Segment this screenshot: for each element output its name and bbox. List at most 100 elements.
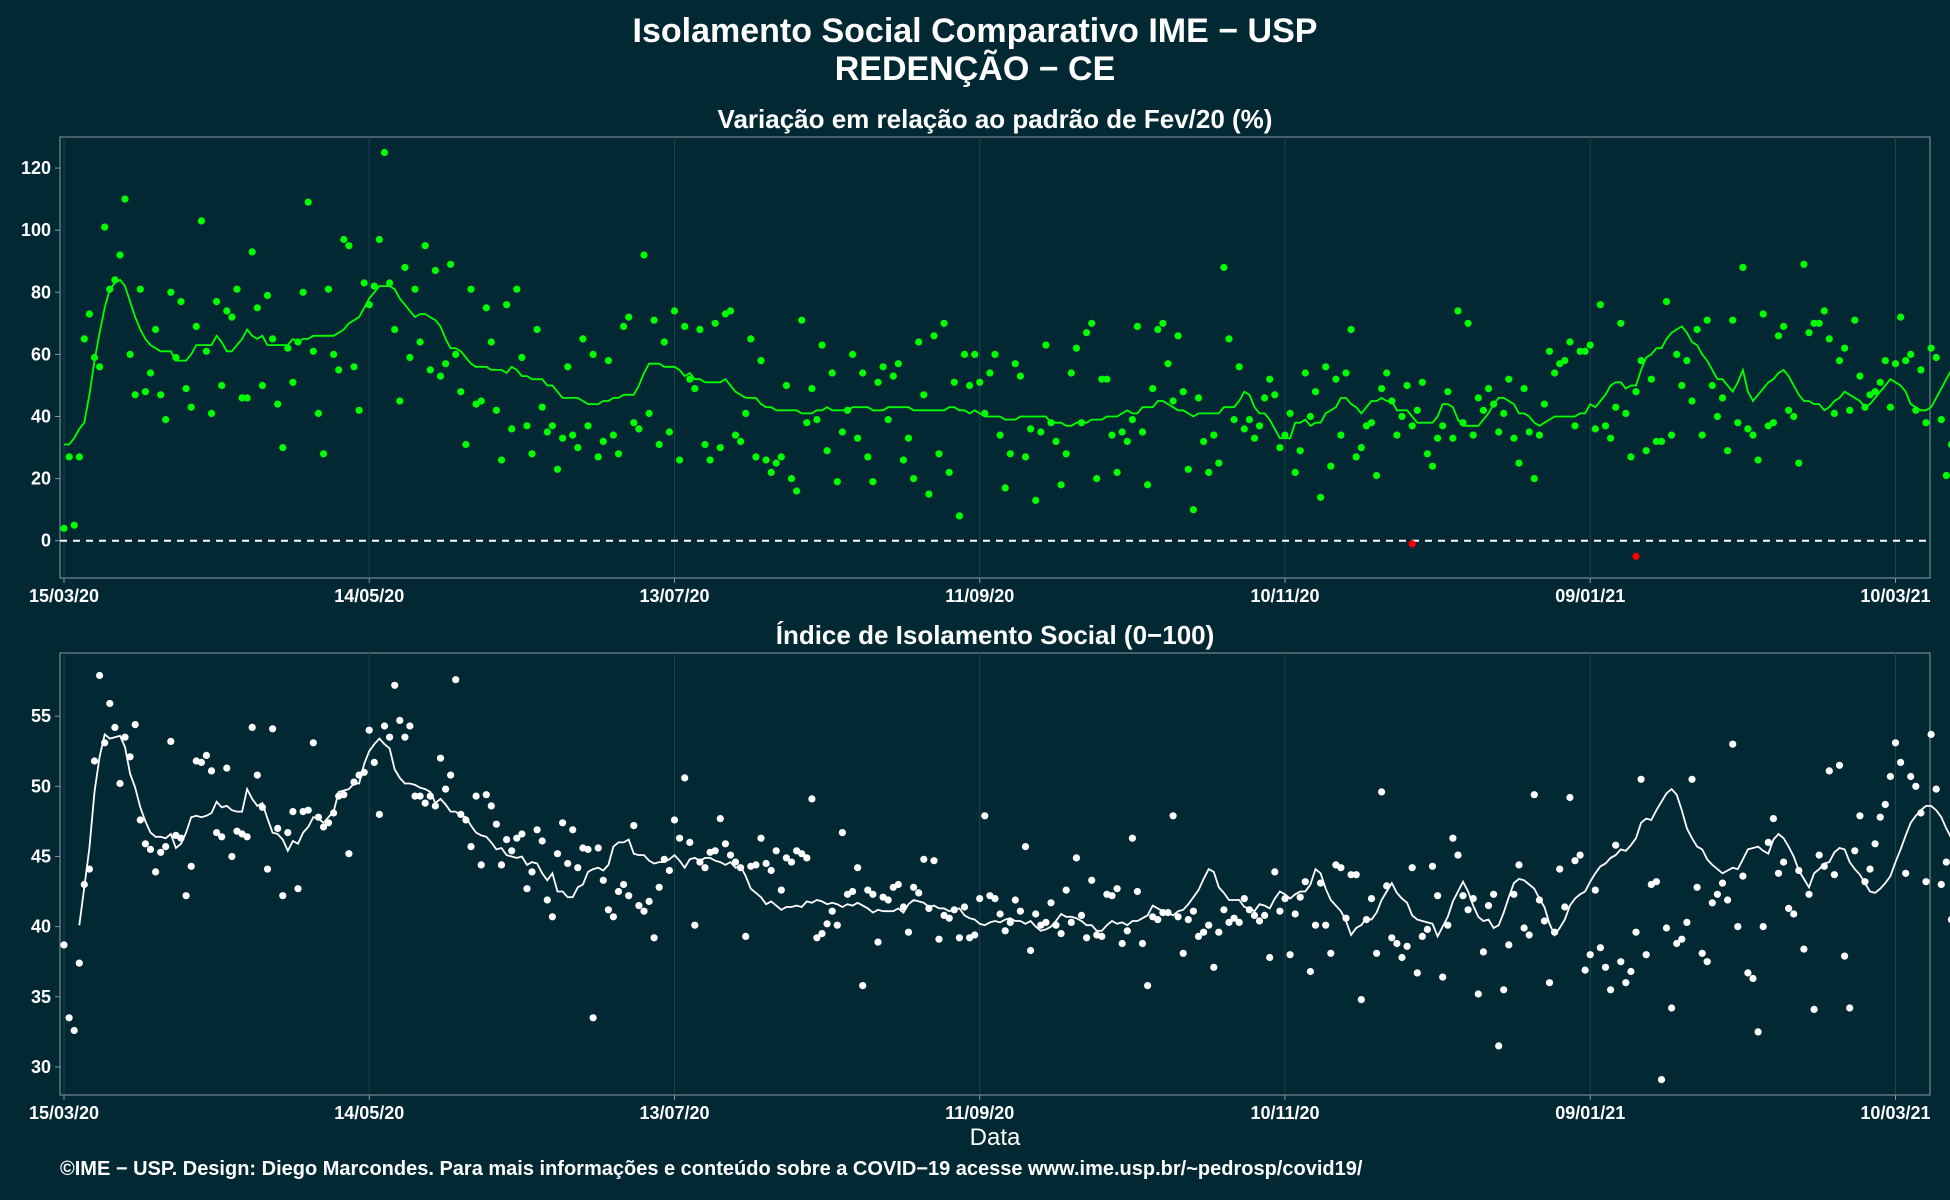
data-point [874,938,882,946]
data-point [1652,878,1660,886]
data-point [1581,966,1589,974]
data-point [864,886,872,894]
data-point [294,338,302,346]
data-point [935,450,943,458]
data-point [823,920,831,928]
data-point [1545,347,1554,355]
data-point [1367,895,1376,903]
data-point [1947,916,1950,923]
data-point [370,758,378,767]
data-point [1240,895,1248,903]
data-point [706,456,714,464]
data-point [599,437,607,445]
data-point [696,858,704,866]
data-point [146,369,155,377]
data-point [375,810,383,819]
data-point [1388,397,1396,405]
data-point [915,338,923,346]
data-point [274,400,282,408]
data-point [1495,1042,1503,1050]
data-point [1815,319,1823,327]
data-point [1225,918,1233,927]
data-point [1327,462,1335,470]
data-point [1113,885,1121,893]
data-point [1271,391,1279,399]
data-point [1118,939,1126,948]
data-point [279,444,287,452]
data-point [85,865,93,873]
data-point [513,285,521,293]
data-point [1306,412,1314,421]
data-point [884,416,892,424]
data-point [1230,416,1238,424]
y-tick-label: 50 [31,776,51,796]
data-point [1642,447,1650,455]
data-point [386,733,394,741]
data-point [1474,394,1482,402]
data-point [1408,422,1416,430]
data-point [604,357,613,365]
data-point [1942,471,1950,480]
data-point [391,325,399,334]
data-point [482,791,490,799]
data-point [1856,372,1864,380]
data-point [487,338,495,346]
data-point [503,301,511,309]
data-point [263,291,272,299]
data-point [752,453,760,461]
data-point [187,403,195,411]
data-point [1276,444,1284,452]
data-point [650,316,658,324]
data-point [1795,866,1803,875]
data-point [1561,357,1569,365]
data-point [1825,767,1833,775]
footer-caption: ©IME − USP. Design: Diego Marcondes. Par… [60,1158,1363,1180]
data-point [650,934,658,942]
data-point [1215,928,1223,936]
x-tick-label: 15/03/20 [29,1103,99,1123]
data-point [747,335,755,343]
data-point [172,353,180,362]
data-point [1744,969,1752,977]
data-point [579,335,587,343]
data-point [1286,951,1294,959]
data-point [197,758,205,767]
data-point [1159,909,1167,917]
data-point [1118,428,1126,436]
data-point [1235,918,1243,927]
data-point [1678,381,1686,390]
data-point [411,285,419,293]
data-point [452,676,460,684]
data-point [1413,969,1421,977]
data-point [787,475,796,483]
data-point [1601,963,1610,971]
data-point [162,416,170,424]
data-point [1306,967,1314,976]
data-point [1301,878,1309,886]
data-point [1337,864,1345,872]
data-point [1724,896,1732,904]
data-point [1520,924,1528,932]
data-point [1835,357,1844,365]
data-point [553,465,562,473]
data-point [614,450,623,458]
data-point [1566,793,1574,802]
data-point [869,478,877,486]
data-point [462,440,470,449]
data-point [991,350,999,358]
data-point [508,425,516,433]
moving-average-line [64,278,1950,446]
data-point [442,785,450,793]
data-point [126,350,134,358]
data-point [1108,431,1116,439]
data-point [1194,394,1203,402]
data-point [1576,347,1584,355]
data-point [1902,869,1910,877]
data-point [202,347,210,355]
data-point [1632,928,1640,936]
data-point [1154,916,1162,924]
data-point [1154,325,1162,334]
data-point [1881,800,1889,809]
data-point [1881,357,1889,365]
data-point [1383,369,1391,377]
